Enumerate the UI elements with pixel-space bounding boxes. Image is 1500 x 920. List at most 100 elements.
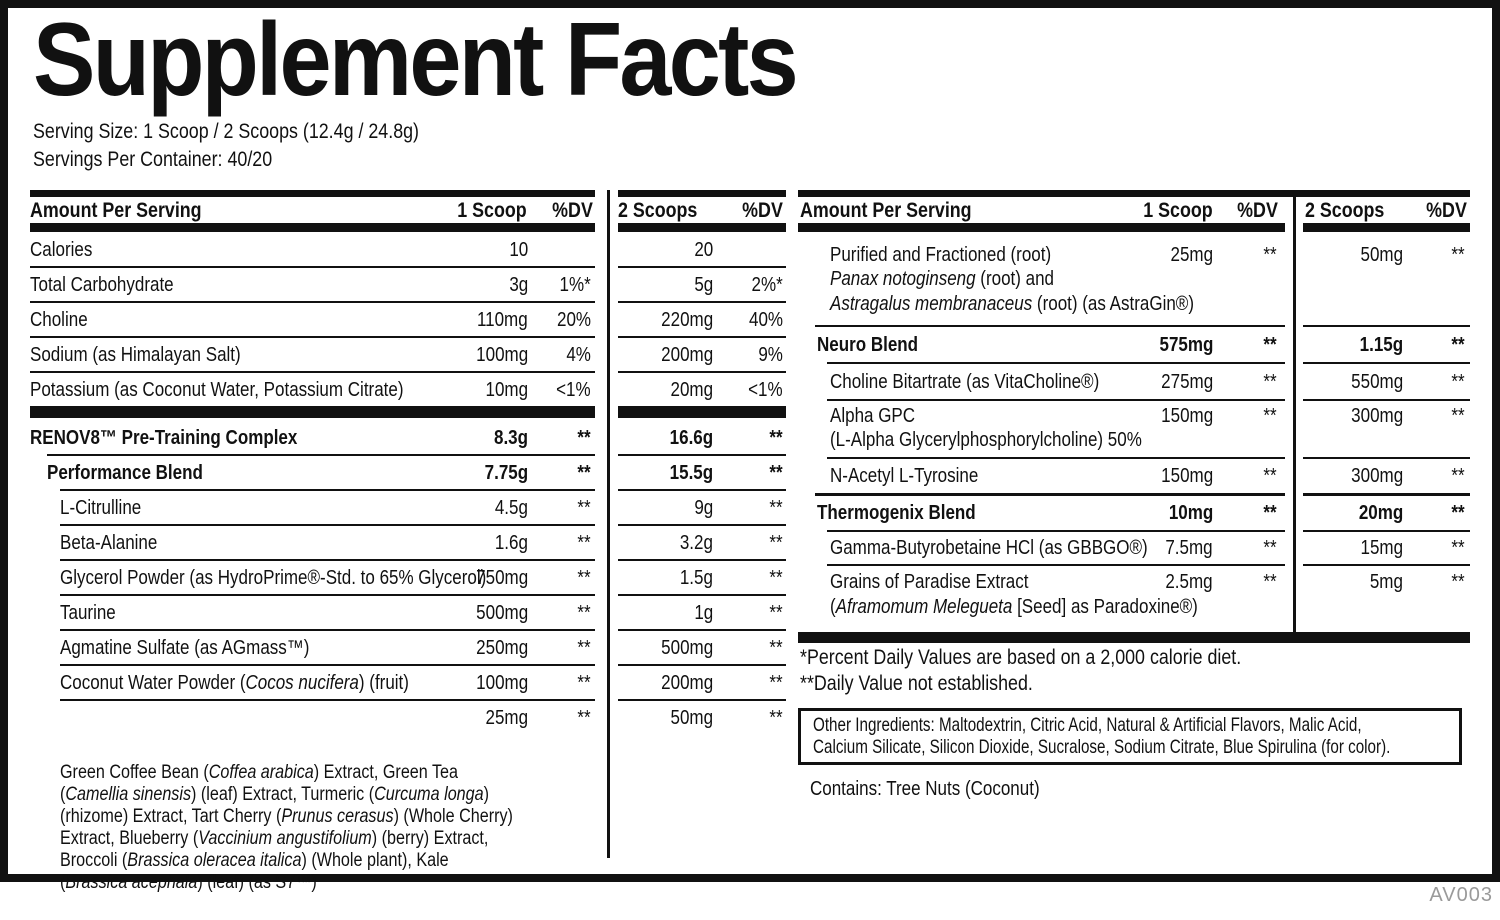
other-ingredients-line1: Other Ingredients: Maltodextrin, Citric … <box>813 714 1362 736</box>
blend-section-bar-left <box>30 406 595 418</box>
dv-2scoops: ** <box>1451 537 1465 559</box>
amount-1scoop: 750mg <box>476 567 528 589</box>
header-top-rule-left <box>30 190 595 197</box>
left-header-amount-per-serving: Amount Per Serving <box>30 199 202 222</box>
ingredient-name: N-Acetyl L-Tyrosine <box>830 465 979 487</box>
row-separator <box>60 594 595 596</box>
dv-1scoop: ** <box>577 462 591 484</box>
version-code: AV003 <box>1429 884 1493 906</box>
amount-2scoops: 500mg <box>661 637 713 659</box>
amount-2scoops: 20mg <box>1358 502 1403 524</box>
dv-2scoops: ** <box>769 497 783 519</box>
row-separator <box>618 664 786 666</box>
dv-2scoops: ** <box>769 427 783 449</box>
row-separator <box>60 629 595 631</box>
dv-1scoop: ** <box>577 497 591 519</box>
dv-2scoops: <1% <box>748 379 783 401</box>
ingredient-name: Choline <box>30 309 88 331</box>
dv-1scoop: <1% <box>556 379 591 401</box>
dv-2scoops: ** <box>769 532 783 554</box>
footnote-dv-not-established: **Daily Value not established. <box>800 672 1033 695</box>
header-bottom-rule-right2 <box>1303 223 1470 232</box>
dv-2scoops: ** <box>769 602 783 624</box>
amount-1scoop: 7.5mg <box>1165 537 1213 559</box>
footnote-divider-bar <box>798 632 1470 643</box>
ingredient-name: Purified and Fractioned (root) Panax noto… <box>830 243 1194 315</box>
row-separator <box>618 699 786 701</box>
other-ingredients-box: Other Ingredients: Maltodextrin, Citric … <box>798 708 1462 765</box>
row-separator <box>618 336 786 338</box>
amount-1scoop: 4.5g <box>494 497 528 519</box>
row-separator <box>618 301 786 303</box>
right-header-dv: %DV <box>1237 199 1278 222</box>
amount-1scoop: 25mg <box>485 707 528 729</box>
header-top-rule-right <box>798 190 1470 197</box>
dv-1scoop: ** <box>1263 502 1277 524</box>
dv-2scoops: ** <box>769 462 783 484</box>
amount-1scoop: 150mg <box>1161 405 1213 427</box>
amount-1scoop: 25mg <box>1170 244 1213 266</box>
amount-2scoops: 200mg <box>661 672 713 694</box>
ingredient-name: Performance Blend <box>47 462 203 484</box>
header-bottom-rule-right <box>798 223 1285 232</box>
left-header-dv: %DV <box>552 199 593 222</box>
dv-2scoops: ** <box>1451 465 1465 487</box>
amount-2scoops: 15.5g <box>669 462 713 484</box>
right-header-1-scoop: 1 Scoop <box>1143 199 1213 222</box>
amount-2scoops: 1.5g <box>679 567 713 589</box>
dv-1scoop: ** <box>1263 244 1277 266</box>
row-separator <box>1303 530 1470 532</box>
row-separator <box>30 266 595 268</box>
column-divider-right <box>1293 190 1296 632</box>
right2-header-2-scoops: 2 Scoops <box>1305 199 1385 222</box>
amount-2scoops: 50mg <box>1360 244 1403 266</box>
mid-header-2-scoops: 2 Scoops <box>618 199 698 222</box>
amount-2scoops: 200mg <box>661 344 713 366</box>
dv-2scoops: ** <box>1451 371 1465 393</box>
amount-1scoop: 250mg <box>476 637 528 659</box>
dv-2scoops: ** <box>769 672 783 694</box>
label-border-top <box>0 0 1500 8</box>
row-separator <box>827 530 1285 532</box>
servings-per-container-text: Servings Per Container: 40/20 <box>33 148 273 171</box>
dv-1scoop: ** <box>577 532 591 554</box>
dv-1scoop: ** <box>577 602 591 624</box>
dv-2scoops: ** <box>769 637 783 659</box>
contains-allergen-text: Contains: Tree Nuts (Coconut) <box>810 778 1040 800</box>
amount-2scoops: 220mg <box>661 309 713 331</box>
row-separator <box>1303 399 1470 401</box>
dv-2scoops: ** <box>1451 405 1465 427</box>
amount-1scoop: 7.75g <box>484 462 528 484</box>
right2-header-dv: %DV <box>1426 199 1467 222</box>
dv-1scoop: ** <box>1263 334 1277 356</box>
amount-2scoops: 15mg <box>1360 537 1403 559</box>
left-header-1-scoop: 1 Scoop <box>457 199 527 222</box>
amount-1scoop: 8.3g <box>493 427 528 449</box>
amount-1scoop: 100mg <box>476 672 528 694</box>
amount-2scoops: 20mg <box>670 379 713 401</box>
ingredient-name: Coconut Water Powder (Cocos nucifera) (f… <box>60 672 409 694</box>
amount-2scoops: 550mg <box>1351 371 1403 393</box>
dv-1scoop: 20% <box>556 309 591 331</box>
ingredient-name: Grains of Paradise Extract (Aframomum Mel… <box>830 570 1198 618</box>
row-separator <box>60 699 595 701</box>
amount-2scoops: 5mg <box>1369 571 1403 593</box>
row-separator <box>827 362 1285 364</box>
header-top-rule-mid <box>618 190 786 197</box>
amount-2scoops: 16.6g <box>669 427 713 449</box>
row-separator <box>618 489 786 491</box>
amount-2scoops: 1.15g <box>1359 334 1403 356</box>
amount-1scoop: 500mg <box>476 602 528 624</box>
ingredient-name: RENOV8™ Pre-Training Complex <box>30 427 298 449</box>
row-separator <box>1303 493 1470 496</box>
right-header-amount-per-serving: Amount Per Serving <box>800 199 972 222</box>
row-separator <box>815 325 1285 327</box>
row-separator <box>618 594 786 596</box>
amount-1scoop: 2.5mg <box>1165 571 1213 593</box>
amount-1scoop: 3g <box>509 274 528 296</box>
mid-header-dv: %DV <box>742 199 783 222</box>
amount-1scoop: 275mg <box>1161 371 1213 393</box>
ingredient-name: Agmatine Sulfate (as AGmass™) <box>60 637 310 659</box>
page-title: Supplement Facts <box>33 2 799 118</box>
row-separator <box>827 564 1285 566</box>
